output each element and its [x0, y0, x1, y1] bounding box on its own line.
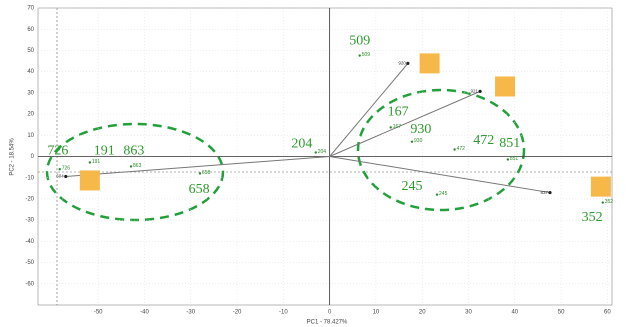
square-marker — [590, 176, 611, 197]
x-tick-label: 0 — [328, 310, 332, 316]
vector-label: 837 — [540, 190, 548, 195]
point — [358, 54, 361, 57]
y-tick-label: -30 — [25, 218, 34, 224]
annotation: 204 — [291, 137, 312, 152]
x-tick-label: -40 — [140, 310, 149, 316]
point-label: 167 — [393, 124, 402, 130]
point — [410, 140, 414, 143]
annotation: 658 — [189, 182, 210, 197]
annotation: 191 — [94, 144, 115, 159]
square-marker — [79, 170, 100, 191]
cluster-ellipse — [356, 88, 526, 212]
vector-tip — [406, 61, 410, 65]
x-tick-label: 40 — [511, 310, 518, 316]
annotation: 472 — [473, 133, 494, 148]
point-label: 204 — [318, 149, 327, 155]
point — [453, 148, 456, 151]
y-axis-label: PC2 - 18.54% — [10, 138, 16, 176]
y-tick-label: -20 — [25, 197, 34, 203]
x-tick-label: 10 — [373, 310, 380, 316]
y-tick-label: -60 — [25, 281, 34, 287]
y-tick-label: 30 — [27, 90, 34, 96]
loading-vector — [329, 156, 551, 194]
x-tick-label: -30 — [186, 310, 195, 316]
x-tick-label: 50 — [558, 310, 565, 316]
vector-label: 921 — [471, 89, 479, 94]
vector-tip — [478, 89, 482, 93]
point-label: 472 — [457, 146, 466, 152]
x-tick-label: 30 — [465, 310, 472, 316]
vector-label: 920 — [398, 61, 406, 66]
y-tick-label: -10 — [25, 175, 34, 181]
x-tick-label: -20 — [233, 310, 242, 316]
x-tick-label: 60 — [604, 310, 611, 316]
loading-vector — [329, 63, 409, 157]
point-label: 851 — [510, 156, 519, 162]
y-tick-label: -50 — [25, 260, 34, 266]
annotation: 509 — [349, 34, 370, 49]
square-marker — [495, 76, 516, 97]
point-label: 726 — [62, 166, 71, 172]
x-tick-label: -50 — [94, 310, 103, 316]
y-tick-label: -40 — [25, 239, 34, 245]
y-tick-label: 10 — [27, 133, 34, 139]
y-tick-label: 70 — [27, 6, 34, 12]
y-tick-label: 20 — [27, 112, 34, 118]
annotation: 726 — [47, 144, 68, 159]
annotation: 930 — [410, 122, 431, 137]
point — [506, 158, 510, 161]
point-label: 245 — [439, 191, 448, 197]
point — [88, 161, 92, 164]
loading-vector — [329, 90, 481, 157]
y-tick-label: 0 — [31, 154, 35, 160]
point-label: 191 — [92, 159, 101, 165]
y-tick-label: 40 — [27, 69, 34, 75]
square-marker — [419, 53, 440, 74]
annotation: 352 — [582, 210, 603, 225]
y-tick-label: 50 — [27, 48, 34, 54]
annotation: 245 — [402, 179, 423, 194]
vector-tip — [548, 190, 552, 195]
annotation: 863 — [123, 144, 144, 159]
point-label: 930 — [414, 138, 423, 144]
x-tick-label: -10 — [279, 310, 288, 316]
point — [129, 165, 133, 168]
annotation: 851 — [499, 136, 520, 151]
point — [601, 201, 604, 204]
point — [389, 126, 392, 129]
x-axis-label: PC1 - 78.427% — [307, 320, 348, 326]
annotation: 167 — [388, 105, 409, 120]
point-label: 658 — [202, 170, 211, 176]
y-tick-label: 60 — [27, 27, 34, 33]
point — [314, 151, 317, 154]
point — [58, 168, 61, 171]
point — [198, 172, 202, 175]
point-label: 509 — [362, 52, 371, 58]
vector-label: 604 — [56, 174, 64, 179]
x-tick-label: 20 — [419, 310, 426, 316]
vector-tip — [64, 174, 68, 179]
point-label: 352 — [605, 199, 614, 205]
loading-vector — [65, 156, 330, 177]
point — [435, 193, 439, 196]
point-label: 863 — [133, 163, 142, 169]
